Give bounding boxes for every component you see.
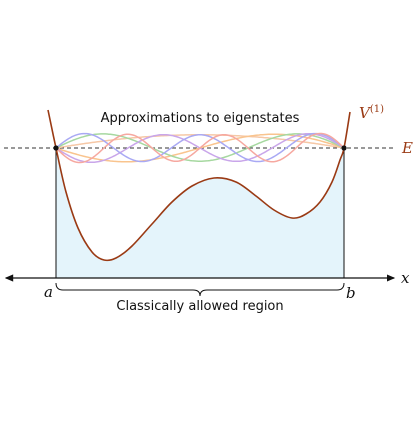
potential-superscript: (1) bbox=[370, 104, 384, 115]
region-brace bbox=[55, 282, 345, 297]
right-turning-point-label: b bbox=[346, 284, 356, 302]
potential-label: V(1) bbox=[359, 104, 384, 122]
potential-symbol: V bbox=[359, 104, 372, 122]
eigenstate-wave-3 bbox=[55, 133, 345, 162]
eigenstate-wave-6 bbox=[55, 132, 345, 164]
diagram-title: Approximations to eigenstates bbox=[101, 111, 300, 126]
left-turning-point-dot bbox=[53, 145, 59, 151]
eigenstate-wave-5 bbox=[55, 132, 345, 163]
left-turning-point-label: a bbox=[44, 283, 53, 301]
region-label: Classically allowed region bbox=[116, 299, 283, 314]
potential-curve bbox=[47, 109, 351, 262]
right-turning-point-dot bbox=[341, 145, 347, 151]
x-axis-label: x bbox=[401, 269, 410, 287]
classically-allowed-region-fill bbox=[56, 148, 344, 278]
eigenstate-waves bbox=[55, 132, 345, 164]
energy-label: E bbox=[401, 139, 413, 157]
